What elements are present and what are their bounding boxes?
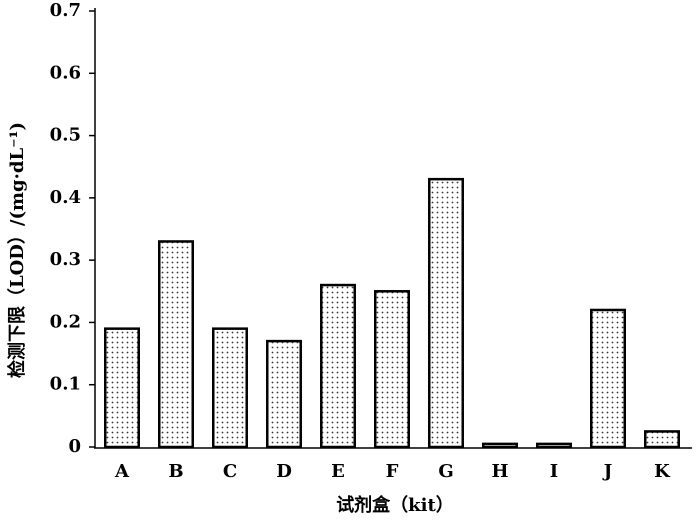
bar [374,290,410,449]
x-tick-label: G [438,461,453,482]
y-tick-label: 0 [68,436,81,457]
x-tick-label: I [550,461,558,482]
bar [158,240,194,449]
x-tick-label: F [386,461,399,482]
x-tick-label: K [654,461,671,482]
x-tick-label: D [276,461,292,482]
bar [644,430,680,449]
x-tick-label: B [168,461,183,482]
y-tick-label: 0.5 [50,125,81,146]
bar [212,327,248,449]
bar [104,327,140,449]
y-tick-label: 0.7 [50,0,81,21]
x-tick-label: E [331,461,345,482]
bar [536,442,572,449]
bar [482,442,518,449]
bar [266,339,302,449]
y-tick-label: 0.1 [50,374,81,395]
x-axis-title: 试剂盒（kit） [336,494,454,516]
y-tick-label: 0.2 [50,311,81,332]
bar [320,283,356,449]
x-tick-label: A [114,461,130,482]
x-tick-label: C [223,461,237,482]
y-axis-title: 检测下限（LOD）/(mg·dL⁻¹) [6,122,28,378]
y-tick-label: 0.6 [50,62,81,83]
x-tick-label: J [602,461,613,482]
x-tick-label: H [491,461,508,482]
y-tick-label: 0.4 [50,187,81,208]
bar [428,177,464,449]
y-tick-label: 0.3 [50,249,81,270]
bar [590,308,626,449]
